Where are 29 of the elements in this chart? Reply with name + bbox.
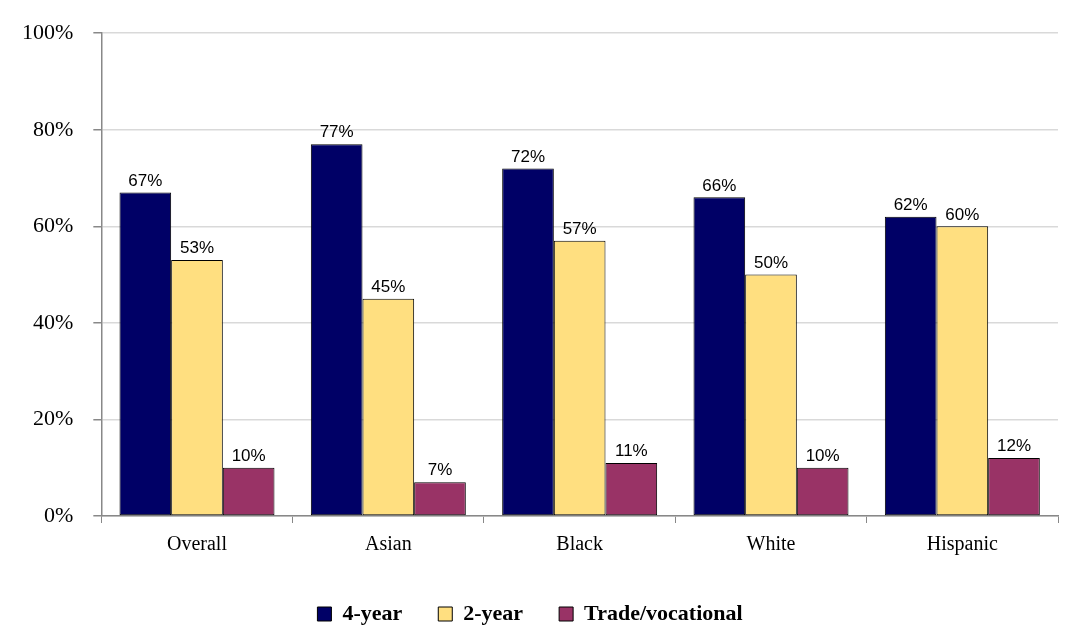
data-label: 66%: [702, 175, 737, 195]
data-label: 67%: [128, 170, 163, 190]
y-tick-label: 20%: [33, 405, 74, 431]
data-label: 77%: [319, 122, 354, 142]
data-label: 72%: [510, 146, 546, 166]
y-tick-label: 0%: [44, 501, 74, 527]
data-label: 53%: [179, 238, 215, 258]
x-tick-label: Overall: [167, 532, 228, 555]
legend-label: 4-year: [342, 599, 403, 625]
data-label: 7%: [427, 460, 453, 480]
y-tick-label: 60%: [33, 212, 74, 238]
y-tick-label: 80%: [33, 115, 74, 141]
data-label: 10%: [805, 445, 840, 465]
y-tick-label: 40%: [33, 308, 74, 334]
data-label: 50%: [753, 252, 789, 272]
x-tick-label: Black: [556, 532, 603, 555]
x-tick-label: Asian: [364, 532, 412, 555]
x-tick-label: White: [746, 532, 796, 555]
y-tick-label: 100%: [22, 18, 74, 44]
legend-label: Trade/vocational: [584, 599, 743, 625]
data-label: 10%: [231, 445, 266, 465]
data-label: 11%: [614, 441, 648, 461]
x-tick-label: Hispanic: [926, 532, 998, 556]
data-label: 60%: [945, 204, 980, 224]
data-label: 12%: [996, 436, 1032, 456]
data-label: 57%: [562, 218, 597, 238]
data-label: 45%: [371, 276, 406, 296]
legend-label: 2-year: [463, 599, 524, 625]
data-label: 62%: [893, 194, 928, 214]
